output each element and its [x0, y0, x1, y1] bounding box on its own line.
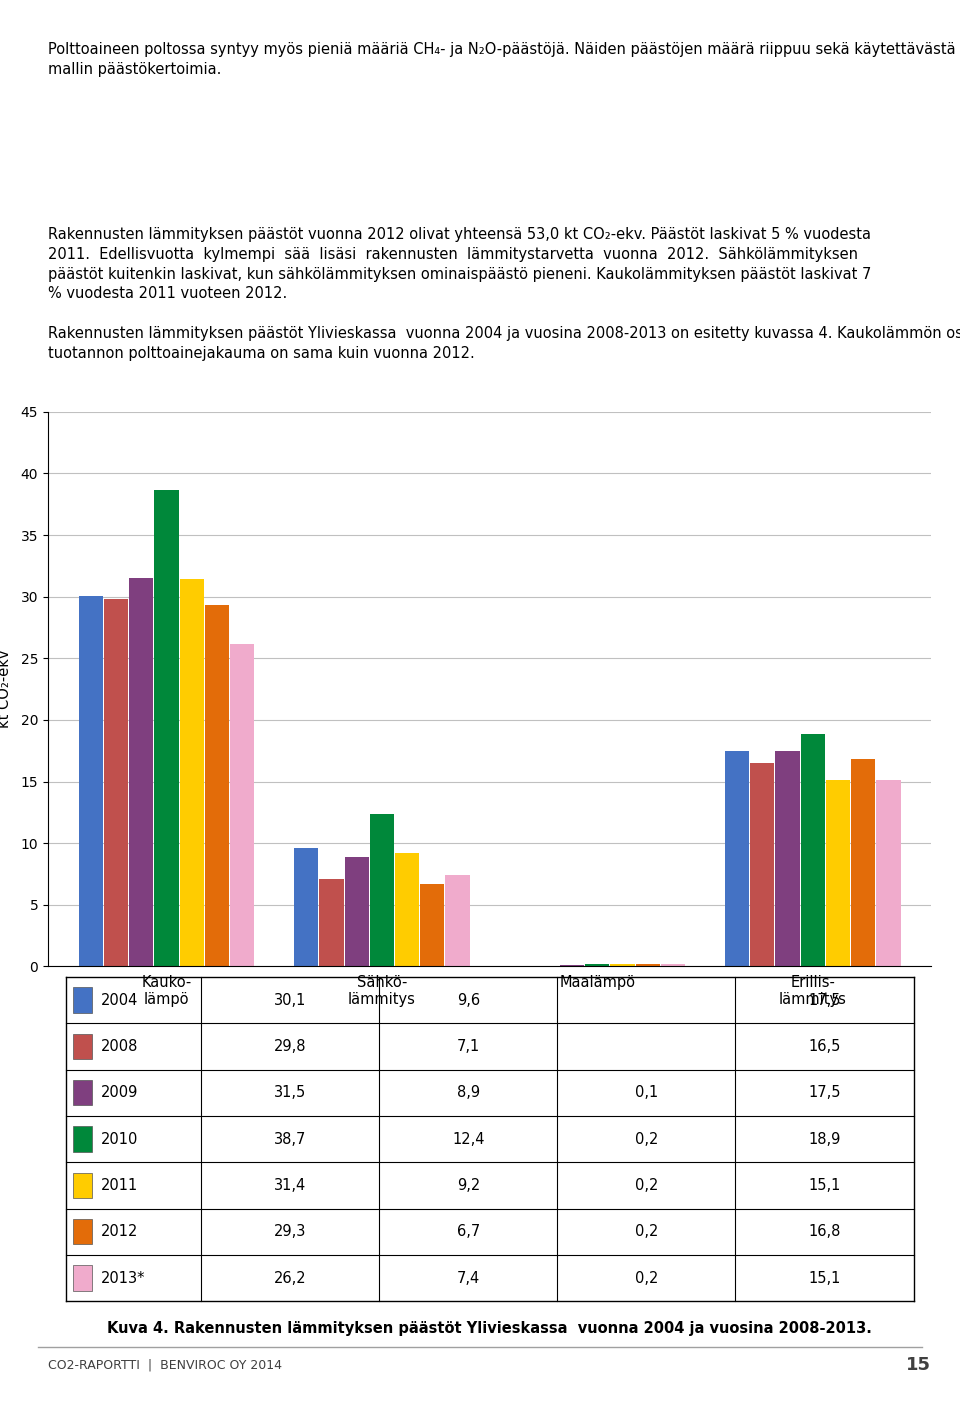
- FancyBboxPatch shape: [73, 1034, 92, 1059]
- Bar: [104, 599, 128, 967]
- FancyBboxPatch shape: [73, 988, 92, 1013]
- Bar: [130, 578, 154, 967]
- Text: 0,2: 0,2: [635, 1179, 659, 1193]
- Bar: [636, 964, 660, 967]
- Text: 15: 15: [906, 1357, 931, 1374]
- Text: 2009: 2009: [101, 1085, 138, 1100]
- Text: 17,5: 17,5: [808, 992, 841, 1007]
- Text: 9,6: 9,6: [457, 992, 480, 1007]
- Bar: [776, 751, 800, 967]
- Text: 2010: 2010: [101, 1132, 138, 1146]
- Bar: [345, 857, 369, 967]
- Text: Polttoaineen poltossa syntyy myös pieniä määriä CH₄- ja N₂O-päästöjä. Näiden pää: Polttoaineen poltossa syntyy myös pieniä…: [48, 42, 960, 77]
- Text: 17,5: 17,5: [808, 1085, 841, 1100]
- Bar: [876, 780, 900, 967]
- Bar: [180, 579, 204, 967]
- Text: 12,4: 12,4: [452, 1132, 485, 1146]
- Text: 2011: 2011: [101, 1179, 138, 1193]
- Y-axis label: kt CO₂-ekv: kt CO₂-ekv: [0, 650, 12, 728]
- Text: 9,2: 9,2: [457, 1179, 480, 1193]
- Bar: [230, 644, 254, 967]
- Bar: [586, 964, 610, 967]
- Bar: [155, 490, 179, 967]
- Text: 31,5: 31,5: [275, 1085, 306, 1100]
- Text: 0,2: 0,2: [635, 1132, 659, 1146]
- Text: 38,7: 38,7: [275, 1132, 306, 1146]
- Text: 0,1: 0,1: [635, 1085, 659, 1100]
- Bar: [294, 849, 319, 967]
- Bar: [320, 880, 344, 967]
- Text: 18,9: 18,9: [808, 1132, 841, 1146]
- FancyBboxPatch shape: [73, 1127, 92, 1152]
- FancyBboxPatch shape: [73, 1080, 92, 1106]
- Bar: [826, 780, 850, 967]
- FancyBboxPatch shape: [73, 1219, 92, 1244]
- Text: 31,4: 31,4: [275, 1179, 306, 1193]
- Text: Rakennusten lämmityksen päästöt vuonna 2012 olivat yhteensä 53,0 kt CO₂-ekv. Pää: Rakennusten lämmityksen päästöt vuonna 2…: [48, 227, 960, 361]
- Bar: [852, 759, 876, 967]
- Bar: [370, 814, 394, 967]
- Bar: [420, 884, 444, 967]
- Text: 2008: 2008: [101, 1038, 138, 1054]
- Text: 30,1: 30,1: [275, 992, 306, 1007]
- Text: 29,8: 29,8: [275, 1038, 306, 1054]
- Bar: [801, 734, 825, 967]
- Text: 16,5: 16,5: [808, 1038, 841, 1054]
- Bar: [725, 751, 749, 967]
- Text: 26,2: 26,2: [274, 1271, 306, 1285]
- Text: 16,8: 16,8: [808, 1225, 841, 1239]
- FancyBboxPatch shape: [73, 1266, 92, 1291]
- Bar: [445, 875, 469, 967]
- FancyBboxPatch shape: [73, 1173, 92, 1198]
- Bar: [660, 964, 685, 967]
- Text: 29,3: 29,3: [275, 1225, 306, 1239]
- Text: 15,1: 15,1: [808, 1271, 841, 1285]
- Bar: [79, 595, 103, 967]
- Bar: [750, 763, 775, 967]
- Text: 0,2: 0,2: [635, 1225, 659, 1239]
- Text: 7,1: 7,1: [457, 1038, 480, 1054]
- Text: 6,7: 6,7: [457, 1225, 480, 1239]
- Text: Kuva 4. Rakennusten lämmityksen päästöt Ylivieskassa  vuonna 2004 ja vuosina 200: Kuva 4. Rakennusten lämmityksen päästöt …: [108, 1322, 872, 1337]
- Text: 2013*: 2013*: [101, 1271, 146, 1285]
- Text: CO2-RAPORTTI  |  BENVIROC OY 2014: CO2-RAPORTTI | BENVIROC OY 2014: [48, 1358, 282, 1372]
- Bar: [395, 853, 420, 967]
- Text: 2004: 2004: [101, 992, 138, 1007]
- Bar: [204, 605, 229, 967]
- Text: 2012: 2012: [101, 1225, 138, 1239]
- Text: 15,1: 15,1: [808, 1179, 841, 1193]
- Text: 8,9: 8,9: [457, 1085, 480, 1100]
- Text: 0,2: 0,2: [635, 1271, 659, 1285]
- Bar: [611, 964, 635, 967]
- Text: 7,4: 7,4: [457, 1271, 480, 1285]
